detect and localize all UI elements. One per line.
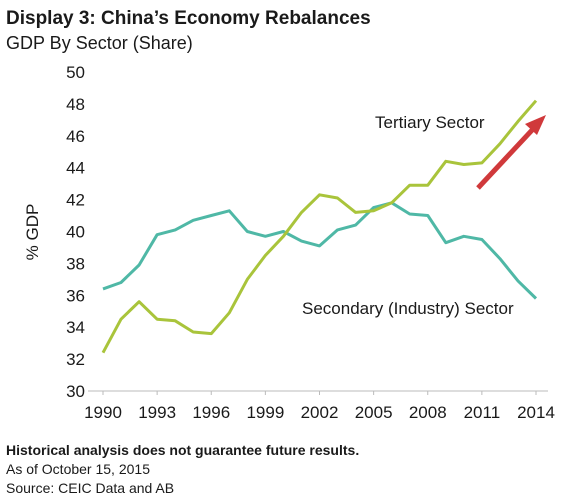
x-tick-label: 2011 <box>464 403 501 422</box>
x-tick-label: 2008 <box>409 403 447 422</box>
x-tick-label: 2014 <box>517 403 555 422</box>
x-tick-label: 1990 <box>84 403 122 422</box>
y-tick-label: 38 <box>66 254 85 273</box>
x-tick-label: 2005 <box>355 403 393 422</box>
y-tick-label: 32 <box>66 350 85 369</box>
trend-arrow <box>476 126 536 190</box>
x-tick-label: 2002 <box>301 403 339 422</box>
y-tick-label: 40 <box>66 223 85 242</box>
trend-arrow-head <box>525 115 546 135</box>
x-tick-label: 1999 <box>246 403 284 422</box>
series-line <box>102 201 538 300</box>
footnote: As of October 15, 2015 <box>6 461 150 477</box>
y-axis-label: % GDP <box>23 204 42 261</box>
y-tick-label: 36 <box>66 286 85 305</box>
chart-subtitle: GDP By Sector (Share) <box>6 33 193 53</box>
y-tick-label: 46 <box>66 127 85 146</box>
footnote: Historical analysis does not guarantee f… <box>6 442 359 458</box>
footnote: Source: CEIC Data and AB <box>6 480 174 496</box>
x-tick-label: 1993 <box>138 403 176 422</box>
series-line <box>101 99 538 354</box>
y-tick-label: 48 <box>66 95 85 114</box>
y-tick-label: 44 <box>66 159 85 178</box>
x-tick-label: 1996 <box>192 403 230 422</box>
chart-title: Display 3: China’s Economy Rebalances <box>6 8 371 29</box>
y-tick-label: 42 <box>66 191 85 210</box>
y-tick-label: 34 <box>66 318 85 337</box>
series-label: Tertiary Sector <box>375 113 485 132</box>
y-tick-label: 50 <box>66 63 85 82</box>
y-tick-label: 30 <box>66 382 85 401</box>
series-label: Secondary (Industry) Sector <box>302 299 514 318</box>
